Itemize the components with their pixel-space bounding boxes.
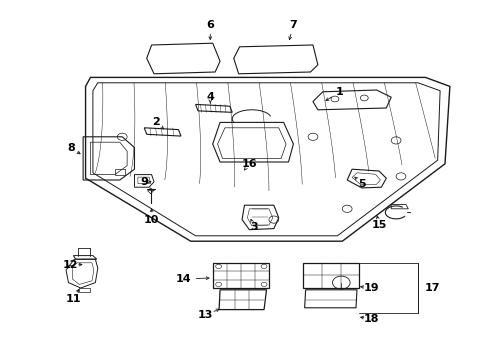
Text: 7: 7 <box>289 20 297 30</box>
Text: 1: 1 <box>335 87 343 97</box>
Text: 18: 18 <box>363 314 379 324</box>
Text: 6: 6 <box>206 20 214 30</box>
Text: 8: 8 <box>67 143 75 153</box>
Text: 13: 13 <box>197 310 213 320</box>
Text: 15: 15 <box>370 220 386 230</box>
Text: 5: 5 <box>357 179 365 189</box>
Text: 4: 4 <box>206 92 214 102</box>
Text: 10: 10 <box>143 215 159 225</box>
Text: 2: 2 <box>152 117 160 127</box>
Text: 9: 9 <box>140 177 148 187</box>
Text: 11: 11 <box>65 294 81 304</box>
Text: 19: 19 <box>363 283 379 293</box>
Text: 14: 14 <box>175 274 191 284</box>
Text: 12: 12 <box>63 260 79 270</box>
Text: 16: 16 <box>241 159 257 169</box>
Text: 17: 17 <box>424 283 440 293</box>
Text: 3: 3 <box>250 222 258 232</box>
